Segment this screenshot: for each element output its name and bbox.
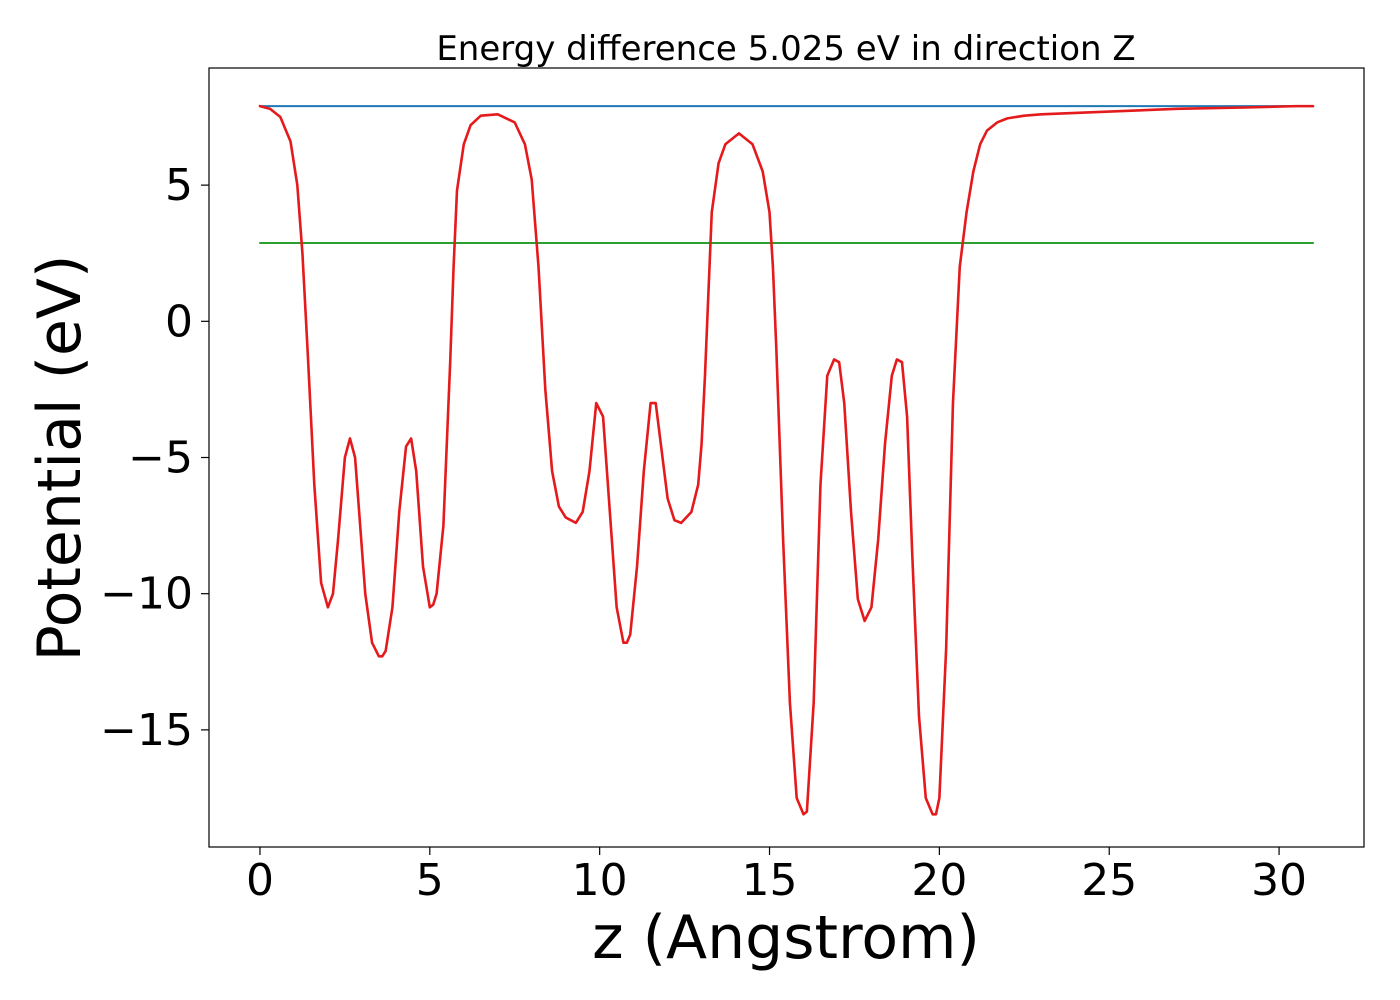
potential-curve-line [258,104,1315,816]
y-axis-label: Potential (eV) [25,255,95,662]
y-tick-label: −10 [100,569,193,620]
y-tick-label: 5 [165,160,193,211]
x-tick-label: 30 [1251,855,1307,906]
y-axis-ticks: −15 −10 −5 0 5 [100,160,209,756]
x-tick-label: 0 [246,855,274,906]
x-tick-label: 5 [416,855,444,906]
chart-title: Energy difference 5.025 eV in direction … [436,29,1135,69]
y-tick-label: −5 [128,433,193,484]
x-tick-label: 20 [911,855,967,906]
x-axis-ticks: 0 5 10 15 20 25 30 [246,847,1307,906]
y-tick-label: 0 [165,296,193,347]
y-tick-label: −15 [100,705,193,756]
series-layer [258,104,1315,816]
x-tick-label: 10 [572,855,628,906]
x-tick-label: 15 [742,855,798,906]
x-tick-label: 25 [1081,855,1137,906]
plot-area-frame [208,67,1365,848]
x-axis-label: z (Angstrom) [592,903,980,973]
